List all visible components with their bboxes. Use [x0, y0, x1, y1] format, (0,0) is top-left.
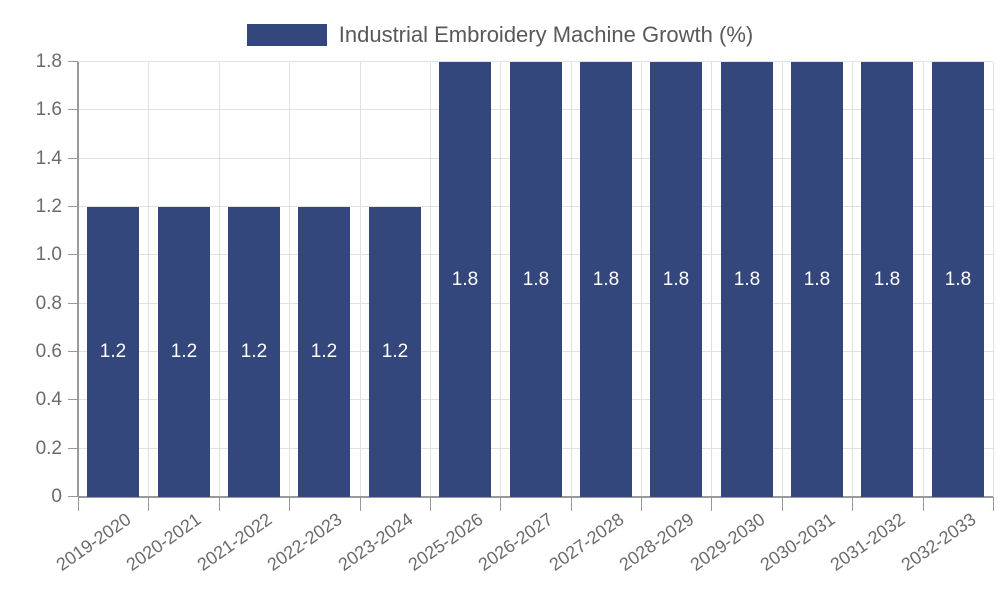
x-gridline	[571, 62, 572, 497]
x-gridline	[148, 62, 149, 497]
bar: 1.2	[158, 207, 210, 497]
x-gridline	[641, 62, 642, 497]
x-axis-tick	[360, 497, 361, 511]
x-tick-label: 2026-2027	[474, 509, 557, 575]
bar: 1.2	[298, 207, 350, 497]
y-axis-tick	[68, 399, 78, 401]
x-tick-label: 2031-2032	[826, 509, 909, 575]
x-tick-label: 2020-2021	[123, 509, 206, 575]
x-axis-tick	[711, 497, 712, 511]
x-gridline	[430, 62, 431, 497]
bar-value-label: 1.2	[310, 341, 338, 362]
y-tick-label: 0	[51, 486, 62, 507]
bar: 1.8	[580, 62, 632, 497]
y-axis-tick	[68, 447, 78, 449]
x-tick-label: 2019-2020	[52, 509, 135, 575]
x-gridline	[360, 62, 361, 497]
x-axis-line	[78, 496, 993, 498]
y-tick-label: 1.8	[35, 51, 62, 72]
bar: 1.2	[228, 207, 280, 497]
x-gridline	[219, 62, 220, 497]
y-tick-label: 1.4	[35, 147, 62, 169]
x-axis-tick	[923, 497, 924, 511]
y-tick-label: 0.6	[35, 341, 62, 362]
bar: 1.8	[439, 62, 491, 497]
x-axis-tick	[571, 497, 572, 511]
x-tick-label: 2021-2022	[193, 509, 276, 575]
x-tick-label: 2022-2023	[263, 509, 346, 575]
y-axis-tick	[68, 109, 78, 111]
y-axis-tick	[68, 302, 78, 304]
y-tick-label: 0.8	[35, 292, 62, 314]
x-tick-label: 2027-2028	[545, 509, 628, 575]
x-gridline	[711, 62, 712, 497]
y-axis-tick	[68, 351, 78, 352]
y-tick-label: 1.2	[35, 196, 62, 217]
x-tick-label: 2030-2031	[756, 509, 839, 575]
bar: 1.2	[369, 207, 421, 497]
bar-value-label: 1.8	[873, 268, 901, 290]
bar: 1.8	[791, 62, 843, 497]
x-gridline	[852, 62, 853, 497]
x-axis-tick	[289, 497, 290, 511]
y-axis-tick	[68, 157, 78, 159]
bar: 1.8	[510, 62, 562, 497]
x-axis-tick	[78, 497, 79, 511]
bar: 1.8	[721, 62, 773, 497]
y-gridline	[78, 61, 993, 62]
x-axis-tick	[500, 497, 501, 511]
bar-value-label: 1.2	[240, 341, 268, 362]
y-tick-label: 0.2	[35, 437, 62, 459]
y-axis-tick	[68, 61, 78, 62]
bar-value-label: 1.2	[381, 341, 409, 362]
x-axis-tick	[782, 497, 783, 511]
x-gridline	[993, 62, 994, 497]
x-tick-label: 2028-2029	[615, 509, 698, 575]
bar-value-label: 1.8	[733, 268, 761, 290]
y-tick-label: 1.6	[35, 99, 62, 121]
bar: 1.2	[87, 207, 139, 497]
x-axis-tick	[852, 497, 853, 511]
x-axis-tick	[993, 497, 994, 511]
bar-value-label: 1.8	[522, 268, 550, 290]
x-axis-tick	[148, 497, 149, 511]
bar-value-label: 1.8	[944, 268, 972, 290]
bar-value-label: 1.2	[170, 341, 198, 362]
y-tick-label: 1.0	[35, 244, 62, 266]
bar-value-label: 1.8	[662, 268, 690, 290]
x-gridline	[500, 62, 501, 497]
y-axis-tick	[68, 496, 78, 497]
x-axis-tick	[641, 497, 642, 511]
y-tick-label: 0.4	[35, 389, 62, 411]
bar: 1.8	[650, 62, 702, 497]
x-axis-tick	[430, 497, 431, 511]
bar-value-label: 1.8	[803, 268, 831, 290]
bar-value-label: 1.2	[99, 341, 127, 362]
y-axis-tick	[68, 254, 78, 256]
bar: 1.8	[861, 62, 913, 497]
x-tick-label: 2025-2026	[404, 509, 487, 575]
x-gridline	[782, 62, 783, 497]
bar: 1.8	[932, 62, 984, 497]
legend-label[interactable]: Industrial Embroidery Machine Growth (%)	[338, 22, 754, 47]
y-axis-tick	[68, 206, 78, 207]
chart-legend: Industrial Embroidery Machine Growth (%)	[0, 22, 1000, 48]
x-gridline	[923, 62, 924, 497]
bar-value-label: 1.8	[451, 268, 479, 290]
x-tick-label: 2029-2030	[686, 509, 769, 575]
x-tick-label: 2023-2024	[334, 509, 417, 575]
x-gridline	[289, 62, 290, 497]
x-axis-tick	[219, 497, 220, 511]
bar-value-label: 1.8	[592, 268, 620, 290]
legend-swatch[interactable]	[246, 24, 327, 46]
y-axis-line	[77, 62, 79, 497]
x-tick-label: 2032-2033	[897, 509, 980, 575]
